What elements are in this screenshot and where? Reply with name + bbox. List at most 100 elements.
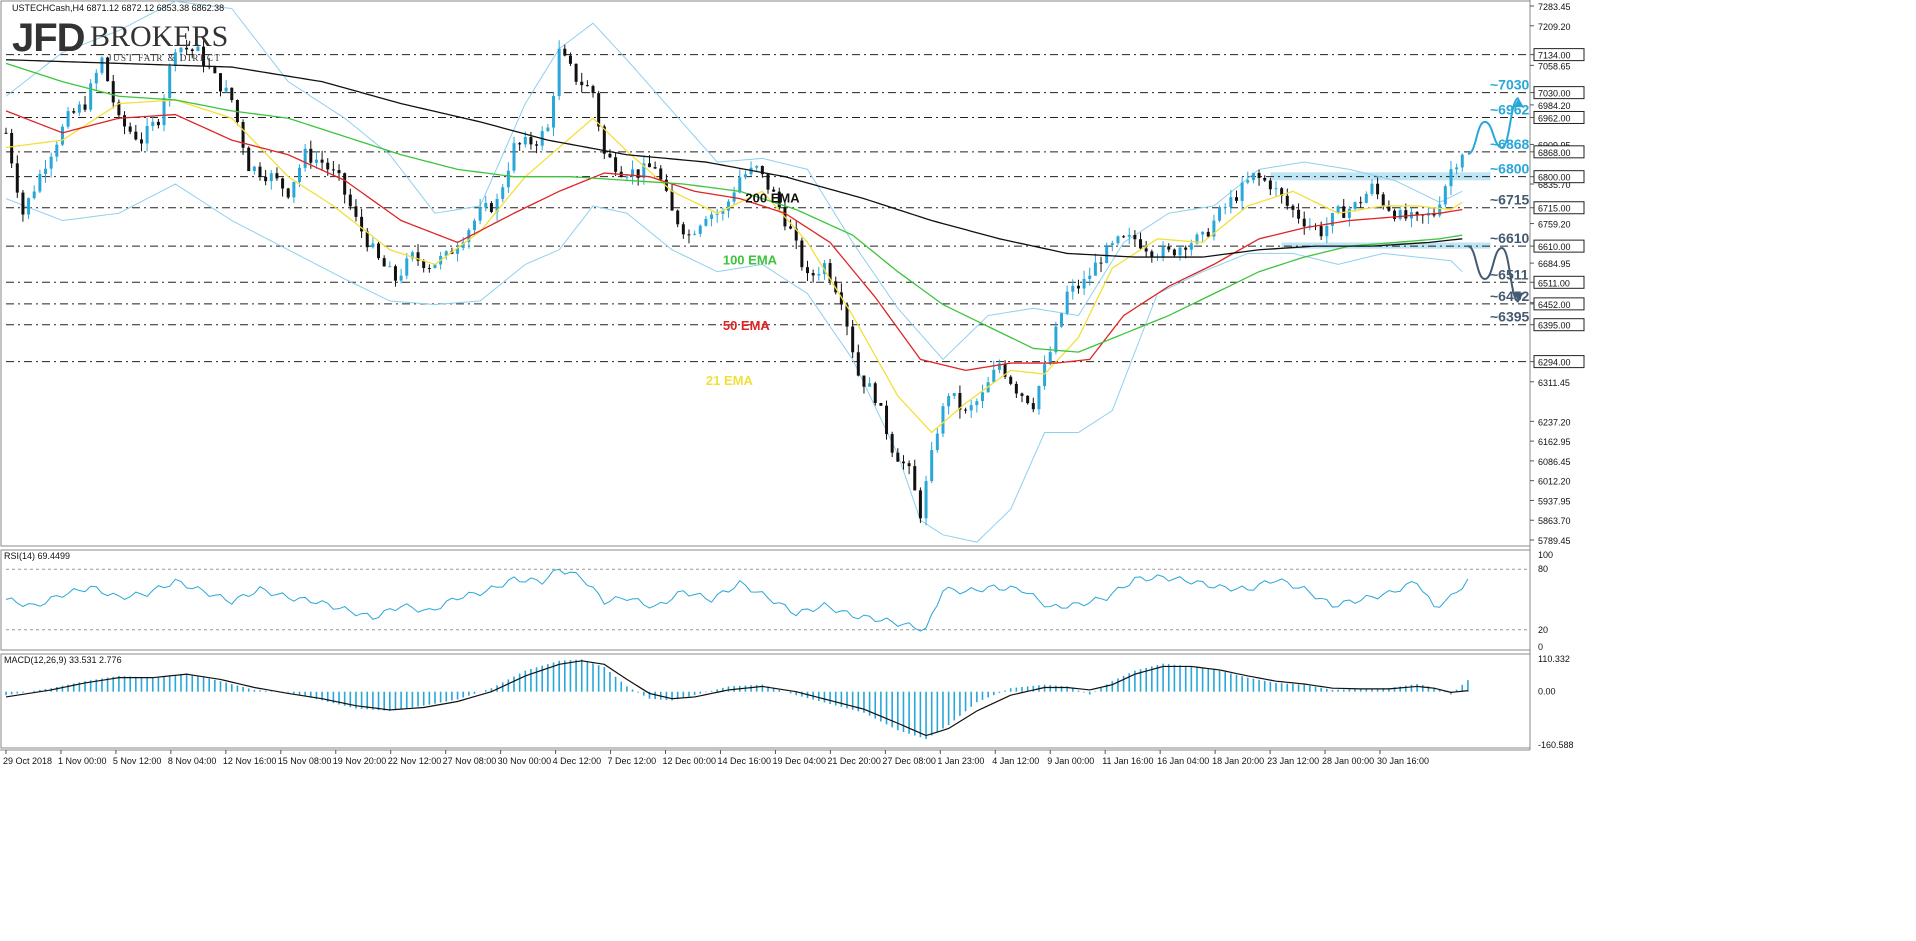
candle-bearish: [1319, 226, 1323, 237]
candle-bullish: [1240, 182, 1244, 201]
candle-bullish: [252, 166, 256, 172]
candle-bearish: [128, 126, 132, 132]
candle-bullish: [1048, 352, 1052, 365]
candle-bearish: [1184, 247, 1188, 250]
candle-bullish: [693, 233, 697, 235]
candle-bullish: [935, 433, 939, 451]
macd-tick-label: 110.332: [1538, 654, 1570, 664]
price-tag-box: [1533, 110, 1585, 124]
candle-bearish: [1376, 183, 1380, 195]
candle-bearish: [1263, 177, 1267, 181]
candle-bullish: [755, 166, 759, 168]
candle-bullish: [1189, 243, 1193, 250]
macd-tick-label: 0.00: [1538, 687, 1556, 697]
candle-bullish: [1246, 180, 1250, 183]
candle-bullish: [941, 406, 945, 434]
candle-bearish: [1393, 210, 1397, 219]
candle-bearish: [185, 47, 189, 50]
candle-bullish: [1201, 231, 1205, 235]
price-tick-label: 6684.95: [1538, 259, 1571, 269]
candle-bearish: [828, 263, 832, 282]
candle-bearish: [518, 143, 522, 145]
candle-bearish: [862, 375, 866, 387]
candle-bullish: [732, 192, 736, 202]
candle-bearish: [563, 48, 567, 56]
candle-bearish: [241, 122, 245, 148]
candle-bearish: [202, 46, 206, 67]
candle-bearish: [156, 121, 160, 126]
candle-bearish: [1404, 210, 1408, 219]
candle-bearish: [896, 452, 900, 462]
candle-bullish: [1398, 210, 1402, 219]
candle-bullish: [726, 201, 730, 211]
candle-bearish: [111, 81, 115, 103]
macd-signal-line: [5, 660, 1468, 737]
candle-bullish: [173, 52, 177, 67]
price-tick-label: 6294.00: [1538, 358, 1571, 368]
candle-bearish: [580, 81, 584, 86]
candle-bullish: [314, 159, 318, 163]
candle-bullish: [1370, 183, 1374, 194]
candle-bearish: [614, 157, 618, 172]
candle-bullish: [1449, 169, 1453, 187]
candle-bearish: [190, 49, 194, 52]
candle-bearish: [856, 352, 860, 376]
candle-bullish: [523, 137, 527, 145]
candle-bearish: [834, 281, 838, 293]
time-tick-label: 15 Nov 08:00: [278, 756, 332, 766]
candle-bullish: [1093, 262, 1097, 276]
candle-bearish: [1167, 246, 1171, 250]
candle-bearish: [15, 163, 19, 193]
candle-bearish: [1381, 194, 1385, 207]
price-tick-label: 5863.70: [1538, 516, 1571, 526]
candle-bearish: [275, 173, 279, 179]
candle-bearish: [117, 102, 121, 116]
candle-bullish: [642, 163, 646, 178]
price-tick-label: 7283.45: [1538, 2, 1571, 12]
candle-bullish: [625, 176, 629, 178]
candle-bullish: [1212, 220, 1216, 237]
time-tick-label: 16 Jan 04:00: [1157, 756, 1209, 766]
symbol-info: USTECHCash,H4 6871.12 6872.12 6853.38 68…: [12, 3, 225, 13]
rsi-tick-label: 20: [1538, 625, 1548, 635]
candle-bullish: [456, 247, 460, 254]
candle-bearish: [134, 131, 138, 140]
projection-path-bullish: [1467, 97, 1520, 156]
candle-bullish: [1054, 326, 1058, 353]
candle-bullish: [89, 83, 93, 110]
candle-bearish: [123, 115, 127, 127]
ema-line-21: [5, 99, 1463, 434]
candle-bullish: [1127, 234, 1131, 237]
candle-bullish: [94, 72, 98, 84]
candle-bullish: [77, 104, 81, 113]
candle-bearish: [21, 192, 25, 215]
candle-bullish: [952, 393, 956, 396]
candle-bearish: [139, 139, 143, 144]
candle-bullish: [1105, 245, 1109, 263]
candle-bearish: [760, 166, 764, 175]
candle-bearish: [106, 57, 110, 82]
candle-bullish: [38, 173, 42, 192]
projection-arrowhead: [1513, 98, 1524, 108]
candle-bearish: [811, 273, 815, 276]
candle-bullish: [151, 121, 155, 126]
logo-jfd: JFD: [12, 16, 86, 60]
price-tick-label: 6610.00: [1538, 242, 1571, 252]
time-tick-label: 28 Jan 00:00: [1322, 756, 1374, 766]
candle-bullish: [1116, 236, 1120, 244]
candle-bullish: [1060, 313, 1064, 327]
time-tick-label: 14 Dec 16:00: [717, 756, 771, 766]
level-label: ~6452: [1490, 288, 1530, 304]
ema-line-50: [5, 110, 1463, 372]
candle-bearish: [873, 383, 877, 404]
candle-bearish: [885, 405, 889, 435]
candle-bearish: [1014, 383, 1018, 394]
candle-bullish: [433, 264, 437, 269]
candle-bearish: [670, 190, 674, 211]
candle-bullish: [495, 198, 499, 212]
main-price-pane: ~7030~6962~6868~6800~6715~6610~6511~6452…: [4, 0, 1530, 543]
logo-brokers: BROKERS: [90, 20, 229, 53]
candle-bearish: [568, 55, 572, 64]
candle-bearish: [247, 147, 251, 172]
